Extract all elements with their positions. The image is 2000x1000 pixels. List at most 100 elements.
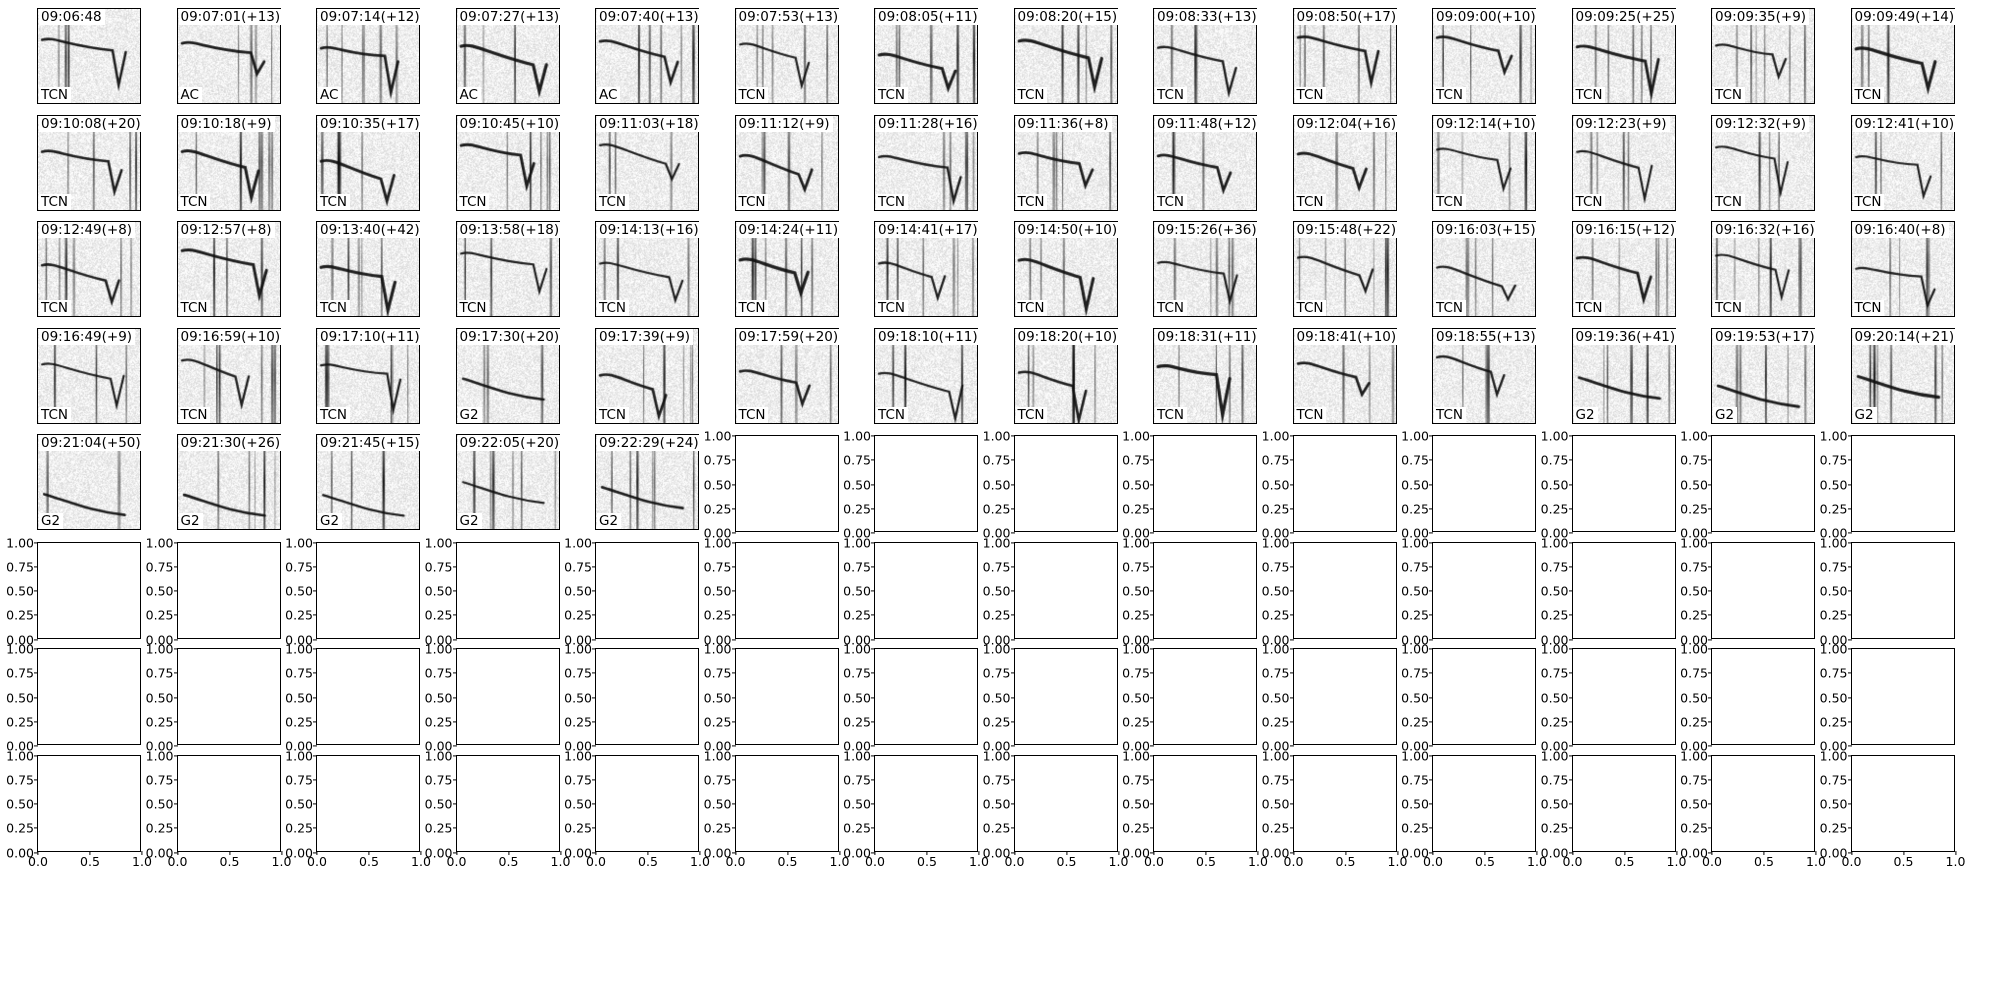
tile-timestamp-label: 09:16:03(+15) <box>1434 222 1539 238</box>
spectrogram-tile[interactable]: 09:13:40(+42) TCN <box>316 221 423 317</box>
y-tick-label: 0.50 <box>564 796 592 812</box>
spectrogram-tile[interactable]: 09:14:24(+11) TCN <box>734 221 842 317</box>
empty-axes: 0.00 0.25 0.50 0.75 1.00 0.0 0.5 1.0 <box>6 748 152 869</box>
spectrogram-tile[interactable]: 09:18:31(+11) TCN <box>1153 327 1260 424</box>
spectrogram-tile[interactable]: 09:07:27(+13) AC <box>455 8 563 104</box>
spectrogram-tile[interactable]: 09:18:41(+10) TCN <box>1292 327 1400 424</box>
spectrogram-tile[interactable]: 09:08:33(+13) TCN <box>1153 8 1260 104</box>
y-tick-mark <box>452 590 457 592</box>
spectrogram-tile[interactable]: 09:18:10(+11) TCN <box>874 327 981 424</box>
y-tick-label: 0.25 <box>285 607 313 623</box>
y-tick-label: 0.75 <box>1540 772 1569 788</box>
y-tick-label: 0.25 <box>1819 607 1848 623</box>
spectrogram-tile[interactable]: 09:08:20(+15) TCN <box>1013 8 1121 104</box>
spectrogram-tile[interactable]: 09:09:49(+14) TCN <box>1850 8 1958 104</box>
spectrogram-tile[interactable]: 09:12:04(+16) TCN <box>1292 114 1400 211</box>
empty-axes: 0.00 0.25 0.50 0.75 1.00 <box>1262 642 1397 754</box>
spectrogram-tile[interactable]: 09:14:13(+16) TCN <box>595 221 702 317</box>
x-tick-label: 0.0 <box>1562 853 1583 869</box>
tile-timestamp-label: 09:12:49(+8) <box>39 222 136 238</box>
spectrogram-tile[interactable]: 09:17:39(+9) TCN <box>595 327 699 424</box>
y-tick-mark <box>173 745 178 747</box>
spectrogram-tile[interactable]: 09:11:03(+18) TCN <box>595 114 702 211</box>
spectrogram-tile[interactable]: 09:08:05(+11) TCN <box>874 8 981 104</box>
y-tick-label: 0.00 <box>424 845 453 860</box>
spectrogram-tile[interactable]: 09:12:23(+9) TCN <box>1571 114 1676 211</box>
spectrogram-tile[interactable]: 09:07:40(+13) AC <box>595 8 702 104</box>
x-tick-mark <box>37 850 39 855</box>
y-tick-mark <box>731 827 736 829</box>
y-tick-label: 0.25 <box>285 714 313 730</box>
spectrogram-tile[interactable]: 09:21:04(+50) G2 <box>37 434 144 530</box>
tile-timestamp-label: 09:14:24(+11) <box>736 222 842 238</box>
tile-class-label: TCN <box>736 193 769 210</box>
spectrogram-tile[interactable]: 09:14:50(+10) TCN <box>1013 221 1121 317</box>
spectrogram-tile[interactable]: 09:16:32(+16) TCN <box>1711 221 1818 317</box>
y-tick-label: 0.50 <box>843 583 871 599</box>
spectrogram-tile[interactable]: 09:07:14(+12) AC <box>316 8 423 104</box>
y-tick-mark <box>731 648 736 650</box>
spectrogram-tile[interactable]: 09:07:01(+13) AC <box>176 8 284 104</box>
spectrogram-tile[interactable]: 09:21:30(+26) G2 <box>176 434 284 530</box>
x-tick-mark <box>1850 850 1853 855</box>
spectrogram-tile[interactable]: 09:07:53(+13) TCN <box>734 8 842 104</box>
spectrogram-tile[interactable]: 09:16:49(+9) TCN <box>37 327 141 424</box>
tile-class-label: AC <box>318 87 342 103</box>
spectrogram-tile[interactable]: 09:16:03(+15) TCN <box>1432 221 1539 317</box>
spectrogram-tile[interactable]: 09:06:48 TCN <box>37 8 141 104</box>
spectrogram-tile[interactable]: 09:08:50(+17) TCN <box>1292 8 1400 104</box>
spectrogram-tile[interactable]: 09:16:40(+8) TCN <box>1850 221 1955 317</box>
spectrogram-tile[interactable]: 09:16:15(+12) TCN <box>1571 221 1679 317</box>
spectrogram-tile[interactable]: 09:09:35(+9) TCN <box>1711 8 1815 104</box>
spectrogram-tile[interactable]: 09:10:18(+9) TCN <box>176 114 281 211</box>
spectrogram-tile[interactable]: 09:22:05(+20) G2 <box>455 434 563 530</box>
spectrogram-tile[interactable]: 09:09:25(+25) TCN <box>1571 8 1679 104</box>
y-tick-mark <box>871 827 875 829</box>
spectrogram-tile[interactable]: 09:21:45(+15) G2 <box>316 434 423 530</box>
spectrogram-tile[interactable]: 09:15:26(+36) TCN <box>1153 221 1260 317</box>
y-tick-mark <box>173 721 178 723</box>
spectrogram-tile[interactable]: 09:17:30(+20) G2 <box>455 327 563 424</box>
spectrogram-tile[interactable]: 09:19:53(+17) G2 <box>1711 327 1818 424</box>
spectrogram-tile[interactable]: 09:12:41(+10) TCN <box>1850 114 1958 211</box>
y-tick-mark <box>1150 638 1154 641</box>
spectrogram-tile[interactable]: 09:13:58(+18) TCN <box>455 221 563 317</box>
y-tick-label: 0.75 <box>1261 772 1290 788</box>
spectrogram-tile[interactable]: 09:09:00(+10) TCN <box>1432 8 1539 104</box>
spectrogram-tile[interactable]: 09:11:28(+16) TCN <box>874 114 981 211</box>
spectrogram-tile[interactable]: 09:14:41(+17) TCN <box>874 221 981 317</box>
y-tick-label: 0.75 <box>982 772 1011 788</box>
y-tick-label: 1.00 <box>1819 428 1848 444</box>
y-tick-label: 0.75 <box>1819 452 1848 468</box>
spectrogram-tile[interactable]: 09:11:12(+9) TCN <box>734 114 839 211</box>
empty-axes: 0.00 0.25 0.50 0.75 1.00 <box>983 642 1118 754</box>
spectrogram-tile[interactable]: 09:16:59(+10) TCN <box>176 327 284 424</box>
spectrogram-tile[interactable]: 09:18:55(+13) TCN <box>1432 327 1539 424</box>
spectrogram-tile[interactable]: 09:10:35(+17) TCN <box>316 114 423 211</box>
spectrogram-tile[interactable]: 09:20:14(+21) G2 <box>1850 327 1958 424</box>
spectrogram-tile[interactable]: 09:22:29(+24) G2 <box>595 434 702 530</box>
spectrogram-tile[interactable]: 09:15:48(+22) TCN <box>1292 221 1400 317</box>
y-tick-mark <box>871 614 875 616</box>
spectrogram-tile[interactable]: 09:12:49(+8) TCN <box>37 221 141 317</box>
spectrogram-tile[interactable]: 09:11:48(+12) TCN <box>1153 114 1260 211</box>
y-tick-mark <box>1429 648 1433 650</box>
spectrogram-tile[interactable]: 09:17:59(+20) TCN <box>734 327 842 424</box>
x-tick-mark <box>507 850 510 855</box>
tile-class-label: TCN <box>1713 300 1745 316</box>
spectrogram-tile[interactable]: 09:12:14(+10) TCN <box>1432 114 1539 211</box>
spectrogram-tile[interactable]: 09:18:20(+10) TCN <box>1013 327 1121 424</box>
tile-class-label: TCN <box>1852 87 1885 103</box>
x-tick-label: 1.0 <box>132 853 152 869</box>
tile-class-label: TCN <box>318 406 350 423</box>
y-tick-label: 0.50 <box>564 690 592 705</box>
spectrogram-tile[interactable]: 09:12:57(+8) TCN <box>176 221 281 317</box>
spectrogram-tile[interactable]: 09:10:08(+20) TCN <box>37 114 144 211</box>
spectrogram-tile[interactable]: 09:10:45(+10) TCN <box>455 114 563 211</box>
tile-timestamp-label: 09:15:26(+36) <box>1155 222 1260 238</box>
spectrogram-tile[interactable]: 09:12:32(+9) TCN <box>1711 114 1815 211</box>
spectrogram-tile[interactable]: 09:11:36(+8) TCN <box>1013 114 1118 211</box>
spectrogram-tile[interactable]: 09:19:36(+41) G2 <box>1571 327 1679 424</box>
spectrogram-tile[interactable]: 09:17:10(+11) TCN <box>316 327 423 424</box>
x-tick-mark <box>1205 850 1207 855</box>
